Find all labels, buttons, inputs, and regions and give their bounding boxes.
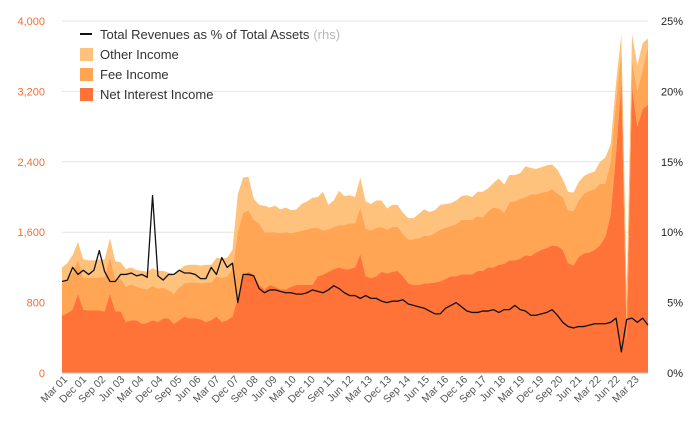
legend-line-suffix: (rhs) (313, 26, 341, 42)
legend-item-net-interest-income: Net Interest Income (80, 84, 340, 104)
left-tick-label: 2,400 (17, 157, 45, 169)
right-tick-label: 25% (661, 16, 683, 28)
area-series (62, 34, 648, 373)
legend-item-other-income: Other Income (80, 44, 340, 64)
legend: Total Revenues as % of Total Assets (rhs… (80, 24, 340, 104)
legend-item-line: Total Revenues as % of Total Assets (rhs… (80, 24, 340, 44)
legend-item-fee-income: Fee Income (80, 64, 340, 84)
right-tick-label: 5% (667, 298, 683, 310)
legend-line-label: Total Revenues as % of Total Assets (100, 26, 310, 42)
right-tick-label: 20% (661, 86, 683, 98)
line-total-revenues-pct (61, 194, 649, 353)
left-tick-label: 1,600 (17, 227, 45, 239)
right-tick-label: 10% (661, 227, 683, 239)
legend-label-fee-income: Fee Income (100, 66, 169, 82)
left-tick-label: 0 (39, 368, 45, 380)
left-tick-label: 4,000 (17, 16, 45, 28)
legend-swatch-fee-income (80, 67, 93, 81)
area-net-interest-income (62, 82, 648, 373)
legend-swatch-other-income (80, 47, 93, 61)
legend-swatch-net-interest-income (80, 87, 93, 101)
area-other-income (62, 34, 648, 316)
left-tick-label: 3,200 (17, 86, 45, 98)
line-series (61, 194, 649, 353)
area-fee-income (62, 47, 648, 343)
legend-line-swatch (80, 33, 92, 35)
legend-label-net-interest-income: Net Interest Income (100, 86, 214, 102)
left-tick-label: 800 (27, 298, 45, 310)
right-tick-label: 0% (667, 368, 683, 380)
legend-label-other-income: Other Income (100, 46, 179, 62)
right-tick-label: 15% (661, 157, 683, 169)
